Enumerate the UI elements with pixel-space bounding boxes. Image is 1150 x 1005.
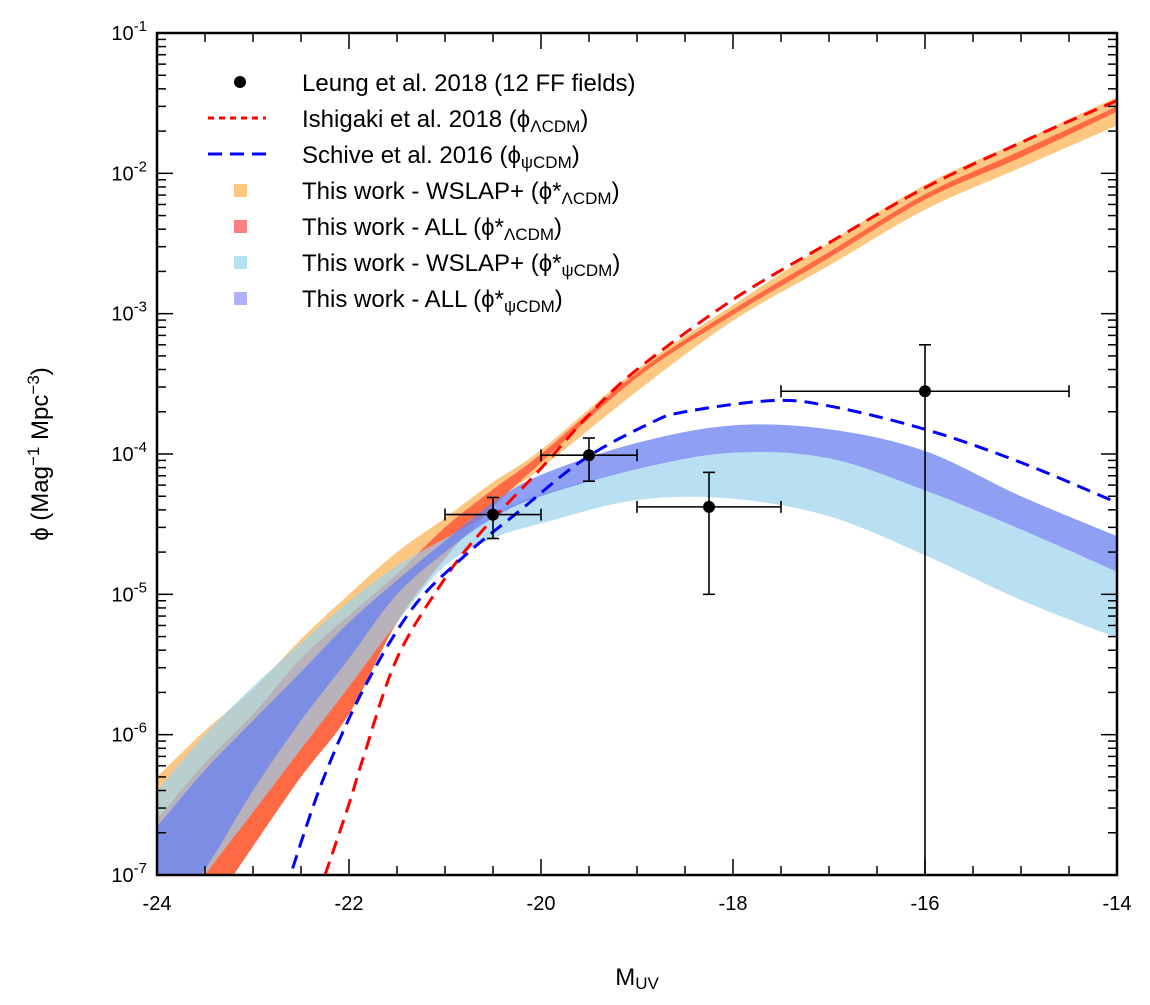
legend-text-pre: This work - ALL (ϕ* xyxy=(302,214,504,241)
tick-exponent: -7 xyxy=(134,860,147,877)
x-tick-label: -18 xyxy=(719,893,748,915)
tick-base: 10 xyxy=(111,304,133,326)
legend-text-sub: ψCDM xyxy=(521,153,572,172)
data-marker xyxy=(583,449,595,462)
tick-base: 10 xyxy=(111,444,133,466)
data-points xyxy=(444,343,1070,875)
y-tick-label: 10-5 xyxy=(111,579,147,606)
tick-base: 10 xyxy=(111,865,133,887)
legend-label: Schive et al. 2016 (ϕψCDM) xyxy=(302,142,580,172)
legend-entry-1: Ishigaki et al. 2018 (ϕΛCDM) xyxy=(208,106,588,136)
y-tick-label: 10-1 xyxy=(111,18,147,45)
tick-exponent: -1 xyxy=(134,18,147,35)
legend-label: This work - WSLAP+ (ϕ*ΛCDM) xyxy=(302,178,620,208)
band-2 xyxy=(157,452,1117,875)
tick-exponent: -6 xyxy=(134,720,147,737)
legend-entry-6: This work - ALL (ϕ*ψCDM) xyxy=(234,286,563,316)
legend-text-pre: This work - WSLAP+ (ϕ* xyxy=(302,250,562,277)
band-3 xyxy=(157,424,1117,875)
axes: -24 -22 -20 -18 -16 -1410-110-210-310-410-510… xyxy=(111,18,1131,915)
y-tick-label: 10-2 xyxy=(111,158,147,185)
legend: Leung et al. 2018 (12 FF fields) Ishigaki… xyxy=(208,70,636,316)
legend-entry-5: This work - WSLAP+ (ϕ*ψCDM) xyxy=(234,250,620,280)
tick-exponent: -5 xyxy=(134,579,147,596)
y-tick-label: 10-4 xyxy=(111,439,147,466)
legend-patch xyxy=(234,184,247,197)
legend-text-pre: This work - ALL (ϕ* xyxy=(302,286,504,313)
legend-patch xyxy=(234,256,247,269)
legend-text-sub: ψCDM xyxy=(562,261,613,280)
x-axis-label: MUV xyxy=(615,964,659,993)
tick-base: 10 xyxy=(111,23,133,45)
legend-text-pre: This work - WSLAP+ (ϕ* xyxy=(302,178,562,205)
bands xyxy=(157,96,1117,875)
legend-text-sub: ΛCDM xyxy=(504,225,554,244)
legend-label: This work - ALL (ϕ*ΛCDM) xyxy=(302,214,562,244)
y-tick-label: 10-6 xyxy=(111,720,147,747)
data-point-3 xyxy=(780,343,1070,875)
legend-entry-0: Leung et al. 2018 (12 FF fields) xyxy=(234,70,636,97)
legend-label: Ishigaki et al. 2018 (ϕΛCDM) xyxy=(302,106,588,136)
legend-text-sub: ΛCDM xyxy=(530,117,580,136)
legend-label: This work - WSLAP+ (ϕ*ψCDM) xyxy=(302,250,620,280)
data-marker xyxy=(919,385,931,398)
data-point-0 xyxy=(444,496,542,540)
legend-text-pre: Schive et al. 2016 (ϕ xyxy=(302,142,521,169)
legend-text-sub: ΛCDM xyxy=(562,189,612,208)
legend-text-post: ) xyxy=(554,214,562,241)
legend-patch xyxy=(234,292,247,305)
x-tick-label: -20 xyxy=(527,893,556,915)
legend-text-pre: Leung et al. 2018 (12 FF fields) xyxy=(302,70,636,97)
legend-label: This work - ALL (ϕ*ψCDM) xyxy=(302,286,563,316)
legend-entry-3: This work - WSLAP+ (ϕ*ΛCDM) xyxy=(234,178,620,208)
y-tick-label: 10-7 xyxy=(111,860,147,887)
y-axis-label: ϕ (Mag−1 Mpc−3) xyxy=(24,367,54,541)
legend-patch xyxy=(234,220,247,233)
legend-label: Leung et al. 2018 (12 FF fields) xyxy=(302,70,636,97)
data-point-1 xyxy=(540,437,638,482)
data-marker xyxy=(703,500,715,513)
x-tick-label: -24 xyxy=(143,893,172,915)
data-marker xyxy=(487,508,499,521)
x-tick-label: -22 xyxy=(335,893,364,915)
data-point-2 xyxy=(636,471,782,596)
tick-base: 10 xyxy=(111,725,133,747)
tick-exponent: -3 xyxy=(134,299,147,316)
tick-exponent: -2 xyxy=(134,158,147,175)
legend-text-post: ) xyxy=(580,106,588,133)
x-tick-label: -14 xyxy=(1103,893,1132,915)
y-tick-label: 10-3 xyxy=(111,299,147,326)
tick-base: 10 xyxy=(111,584,133,606)
legend-text-post: ) xyxy=(612,250,620,277)
tick-base: 10 xyxy=(111,163,133,185)
legend-point-marker xyxy=(234,76,246,88)
legend-entry-4: This work - ALL (ϕ*ΛCDM) xyxy=(234,214,562,244)
legend-text-post: ) xyxy=(572,142,580,169)
legend-text-post: ) xyxy=(612,178,620,205)
legend-text-post: ) xyxy=(555,286,563,313)
legend-text-sub: ψCDM xyxy=(504,297,555,316)
legend-text-pre: Ishigaki et al. 2018 (ϕ xyxy=(302,106,530,133)
tick-exponent: -4 xyxy=(134,439,147,456)
x-tick-label: -16 xyxy=(911,893,940,915)
model-line-0 xyxy=(323,99,1117,875)
legend-entry-2: Schive et al. 2016 (ϕψCDM) xyxy=(208,142,580,172)
